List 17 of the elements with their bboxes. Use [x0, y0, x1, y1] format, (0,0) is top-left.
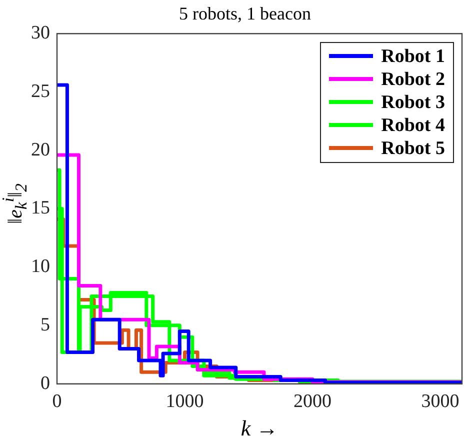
y-tick-label: 5 [40, 314, 50, 336]
x-axis-title: k → [240, 416, 278, 441]
y-tick-label: 0 [40, 372, 50, 394]
y-tick-label: 25 [31, 80, 50, 102]
y-tick-label: 30 [31, 22, 50, 44]
legend-label: Robot 3 [381, 90, 445, 114]
chart-title: 5 robots, 1 beacon [179, 4, 311, 24]
y-tick-label: 15 [31, 198, 50, 219]
legend-label: Robot 1 [381, 44, 445, 68]
legend-label: Robot 5 [381, 136, 445, 160]
x-tick-label: 3000 [421, 391, 460, 412]
legend-label: Robot 4 [381, 114, 445, 137]
y-tick-label: 20 [31, 139, 50, 160]
legend-label: Robot 2 [381, 68, 445, 91]
x-tick-label: 1000 [166, 391, 204, 412]
x-tick-label: 2000 [294, 391, 332, 412]
y-tick-label: 10 [31, 256, 50, 278]
